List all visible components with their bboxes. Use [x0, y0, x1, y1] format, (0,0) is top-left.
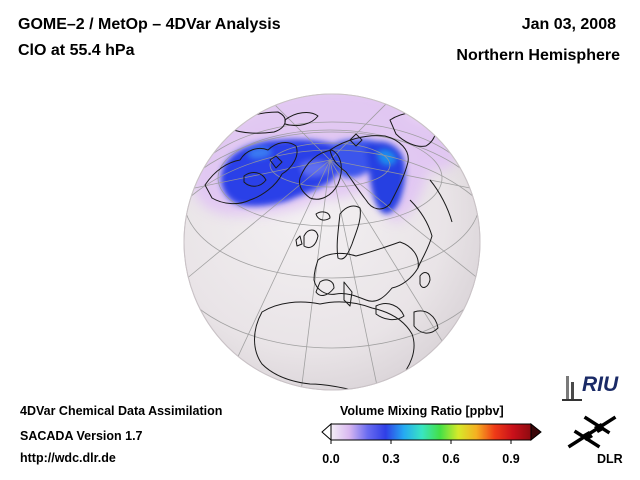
- colorbar-over-arrow: [531, 424, 541, 440]
- colorbar-tick-label: 0.3: [382, 452, 399, 466]
- dlr-logo-text: DLR: [597, 452, 623, 466]
- colorbar-under-arrow: [322, 424, 331, 440]
- colorbar-tick-label: 0.0: [322, 452, 339, 466]
- riu-logo-text: RIU: [582, 373, 618, 397]
- dlr-logo-icon: [562, 412, 622, 452]
- riu-logo-icon: [560, 370, 584, 404]
- colorbar-tick-label: 0.6: [442, 452, 459, 466]
- colorbar-tick-label: 0.9: [502, 452, 519, 466]
- colorbar-bar: [331, 424, 531, 440]
- colorbar: [0, 0, 640, 480]
